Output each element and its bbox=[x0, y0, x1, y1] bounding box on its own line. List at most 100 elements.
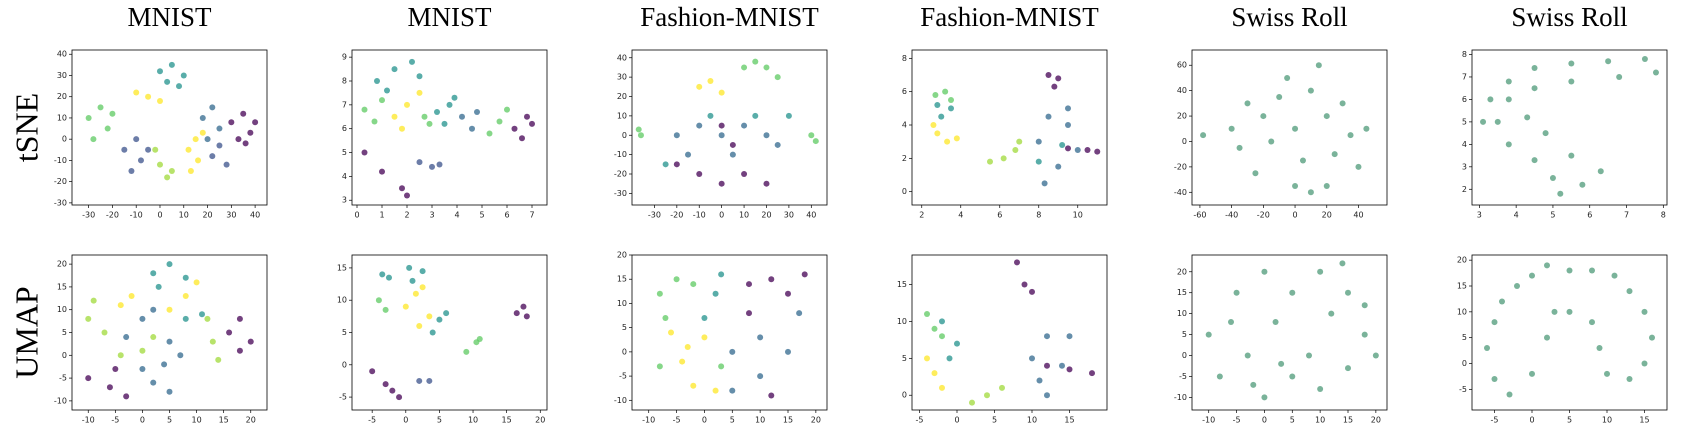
point bbox=[1649, 334, 1655, 341]
plot-frame bbox=[1471, 49, 1668, 206]
x-tick-label: 20 bbox=[535, 416, 545, 425]
point bbox=[1016, 138, 1023, 145]
point bbox=[1531, 85, 1538, 92]
plot bbox=[361, 58, 535, 199]
plot bbox=[924, 259, 1095, 406]
point bbox=[785, 348, 791, 355]
x-tick-label: 15 bbox=[783, 416, 793, 425]
point bbox=[226, 329, 233, 336]
x-tick-label: 0 bbox=[1293, 211, 1298, 220]
y-tick-label: 30 bbox=[617, 73, 627, 82]
x-tick-label: 0 bbox=[1529, 416, 1534, 425]
x-tick-label: 10 bbox=[179, 211, 189, 220]
point bbox=[930, 122, 937, 128]
point bbox=[1361, 302, 1368, 309]
y-tick-label: 8 bbox=[342, 77, 347, 86]
point bbox=[924, 311, 930, 318]
point bbox=[182, 315, 189, 322]
y-tick-label: 8 bbox=[1462, 50, 1467, 59]
point bbox=[389, 387, 396, 394]
point bbox=[1323, 182, 1330, 189]
point bbox=[145, 146, 152, 153]
point bbox=[416, 159, 423, 166]
point bbox=[1045, 72, 1052, 78]
point bbox=[1228, 125, 1235, 132]
point bbox=[85, 315, 92, 322]
y-tick-label: 15 bbox=[617, 275, 627, 284]
point bbox=[1361, 331, 1368, 338]
x-tick-label: 4 bbox=[1514, 211, 1519, 220]
x-tick-label: 10 bbox=[739, 211, 749, 220]
point bbox=[1036, 377, 1043, 384]
point bbox=[133, 136, 140, 143]
y-tick-label: 0 bbox=[622, 131, 627, 140]
x-tick-label: -40 bbox=[1225, 211, 1238, 220]
point bbox=[156, 97, 163, 104]
point bbox=[101, 329, 108, 336]
point bbox=[696, 83, 703, 90]
x-tick-label: 10 bbox=[1027, 416, 1037, 425]
point bbox=[685, 151, 692, 158]
y-tick-label: 60 bbox=[1177, 61, 1187, 70]
point bbox=[673, 161, 680, 168]
point bbox=[1059, 362, 1065, 369]
point bbox=[361, 106, 368, 113]
point bbox=[1051, 83, 1058, 90]
point bbox=[426, 313, 433, 320]
point bbox=[1045, 113, 1052, 120]
y-tick-label: 6 bbox=[902, 87, 907, 96]
point bbox=[177, 352, 184, 359]
plot-frame bbox=[631, 49, 828, 206]
point bbox=[939, 318, 945, 325]
point bbox=[729, 387, 736, 394]
y-tick-label: 15 bbox=[57, 282, 67, 291]
point bbox=[391, 113, 398, 120]
y-tick-label: 5 bbox=[62, 328, 67, 337]
point bbox=[374, 78, 380, 84]
plot bbox=[656, 271, 808, 399]
x-tick-label: -20 bbox=[670, 211, 683, 220]
point bbox=[441, 120, 448, 127]
y-tick-label: 40 bbox=[57, 50, 67, 59]
point bbox=[1066, 333, 1073, 340]
point bbox=[416, 377, 423, 384]
x-tick-label: 7 bbox=[529, 211, 534, 220]
x-tick-label: 40 bbox=[250, 211, 260, 220]
point bbox=[931, 325, 938, 332]
plot bbox=[1205, 260, 1379, 401]
point bbox=[199, 129, 206, 136]
x-tick-label: 2 bbox=[404, 211, 409, 220]
x-tick-label: -5 bbox=[673, 416, 681, 425]
x-tick-label: 0 bbox=[702, 416, 707, 425]
point bbox=[379, 271, 386, 278]
point bbox=[1228, 319, 1234, 326]
plot-frame bbox=[1191, 49, 1388, 206]
point bbox=[247, 338, 254, 345]
point bbox=[718, 363, 725, 370]
y-tick-label: 5 bbox=[1462, 117, 1467, 126]
point bbox=[1035, 158, 1042, 165]
point bbox=[385, 274, 392, 281]
y-tick-label: 40 bbox=[1177, 86, 1187, 95]
y-tick-label: 20 bbox=[1177, 112, 1187, 121]
plot bbox=[1480, 55, 1659, 197]
x-tick-label: 6 bbox=[997, 211, 1002, 220]
point bbox=[1345, 289, 1351, 296]
point bbox=[1544, 262, 1550, 269]
point bbox=[690, 281, 697, 288]
y-tick-label: 15 bbox=[897, 280, 907, 289]
x-tick-label: -10 bbox=[642, 416, 655, 425]
y-tick-label: 15 bbox=[1457, 282, 1467, 291]
point bbox=[168, 168, 175, 175]
x-tick-label: 5 bbox=[437, 416, 442, 425]
y-tick-label: 0 bbox=[1462, 359, 1467, 368]
point bbox=[1626, 288, 1633, 295]
point bbox=[236, 315, 243, 322]
point bbox=[668, 329, 674, 336]
point bbox=[1487, 96, 1494, 103]
point bbox=[209, 153, 216, 160]
point bbox=[1544, 334, 1550, 341]
point bbox=[384, 87, 390, 94]
point bbox=[696, 122, 703, 129]
